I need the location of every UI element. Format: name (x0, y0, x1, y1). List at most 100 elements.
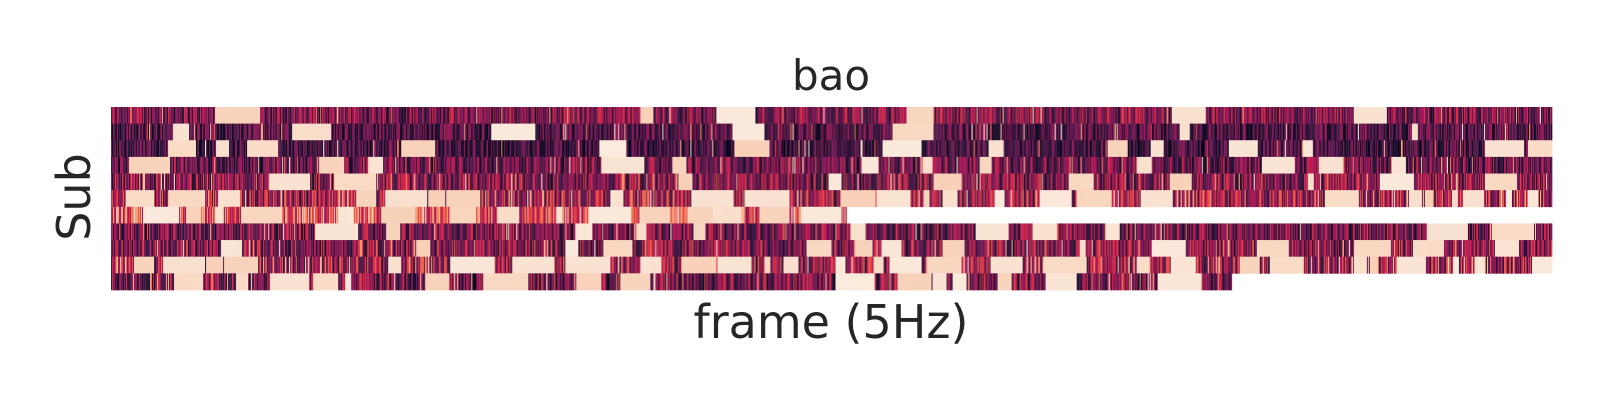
heatmap-cell (1494, 123, 1497, 141)
heatmap-cell (363, 107, 365, 124)
heatmap-cell (1235, 123, 1238, 141)
heatmap-cell (717, 123, 719, 141)
heatmap-cell (1062, 123, 1065, 141)
heatmap-cell (469, 107, 471, 124)
heatmap-cell (1251, 107, 1254, 124)
heatmap-cell (449, 107, 451, 124)
heatmap-cell (1021, 107, 1023, 124)
heatmap-cell (861, 123, 863, 141)
heatmap-cell (1364, 123, 1367, 141)
heatmap-cell (556, 123, 558, 141)
heatmap-cell (968, 123, 970, 141)
heatmap-cell (178, 107, 180, 124)
heatmap-cell (718, 107, 720, 124)
heatmap-cell (694, 123, 696, 141)
heatmap-cell (201, 140, 203, 158)
heatmap-cell (745, 123, 747, 141)
heatmap-cell (253, 123, 255, 141)
heatmap-cell (619, 123, 621, 141)
heatmap-cell (986, 107, 988, 124)
heatmap-cell (246, 123, 248, 141)
heatmap-cell (182, 140, 184, 158)
heatmap-cell (490, 140, 492, 158)
heatmap-cell (1082, 123, 1085, 141)
heatmap-cell (183, 140, 185, 158)
heatmap-cell (622, 123, 624, 141)
heatmap-cell (395, 123, 397, 141)
heatmap-cell (1154, 107, 1157, 124)
heatmap-cell (1219, 123, 1222, 141)
heatmap-cell (153, 107, 155, 124)
heatmap-cell (626, 107, 628, 124)
heatmap-cell (478, 107, 480, 124)
heatmap-cell (440, 107, 442, 124)
heatmap-cell (144, 107, 146, 124)
heatmap-cell (841, 107, 843, 124)
heatmap-cell (542, 123, 544, 141)
heatmap-cell (1133, 107, 1136, 124)
heatmap-cell (329, 140, 331, 158)
heatmap-cell (420, 123, 422, 141)
heatmap-cell (1439, 107, 1442, 124)
heatmap-cell (837, 107, 839, 124)
heatmap-cell (144, 123, 146, 141)
heatmap-cell (1377, 123, 1380, 141)
heatmap-cell (237, 107, 239, 124)
heatmap-cell (343, 123, 345, 141)
heatmap-cell (479, 123, 481, 141)
heatmap-cell (469, 140, 471, 158)
heatmap-cell (879, 107, 881, 124)
heatmap-cell (1053, 123, 1055, 141)
heatmap-cell (758, 107, 760, 124)
heatmap-cell (361, 123, 363, 141)
heatmap-cell (301, 107, 303, 124)
heatmap-cell (561, 123, 563, 141)
heatmap-cell (329, 107, 331, 124)
heatmap-cell (168, 123, 170, 141)
heatmap-cell (287, 123, 289, 141)
heatmap-cell (1161, 107, 1164, 124)
heatmap-cell (374, 107, 376, 124)
heatmap-cell (1386, 107, 1389, 124)
heatmap-cell (1350, 123, 1353, 141)
heatmap-cell (375, 140, 377, 158)
heatmap-cell (163, 107, 165, 124)
heatmap-cell (611, 123, 613, 141)
heatmap-cell (859, 107, 861, 124)
heatmap-cell (283, 140, 285, 158)
heatmap-cell (388, 140, 390, 158)
heatmap-cell (376, 123, 378, 141)
heatmap-cell (163, 123, 165, 141)
heatmap-cell (1346, 107, 1349, 124)
heatmap-cell (1285, 107, 1288, 124)
heatmap-cell (984, 123, 986, 141)
heatmap-cell (451, 123, 453, 141)
heatmap-cell (1384, 123, 1387, 141)
heatmap-cell (413, 123, 415, 141)
heatmap-cell (542, 107, 544, 124)
heatmap-cell (452, 107, 454, 124)
heatmap-cell (830, 123, 832, 141)
heatmap-cell (328, 140, 330, 158)
heatmap-cell (1070, 123, 1073, 141)
heatmap-cell (167, 123, 169, 141)
heatmap-cell (534, 107, 536, 124)
heatmap-cell (1001, 123, 1003, 141)
heatmap-cell (822, 107, 824, 124)
heatmap-cell (668, 107, 670, 124)
heatmap-cell (792, 123, 794, 141)
heatmap-cell (1232, 123, 1235, 141)
heatmap-cell (458, 107, 460, 124)
heatmap-cell (1433, 123, 1436, 141)
heatmap-cell (267, 140, 269, 158)
heatmap-cell (1178, 123, 1181, 141)
heatmap-cell (285, 140, 287, 158)
heatmap-cell (1042, 123, 1044, 141)
heatmap-cell (432, 140, 434, 158)
heatmap-cell (648, 107, 650, 124)
heatmap-cell (964, 123, 966, 141)
heatmap-cell (897, 123, 899, 141)
heatmap-cell (641, 123, 643, 141)
heatmap-cell (1271, 107, 1274, 124)
heatmap-cell (219, 107, 221, 124)
